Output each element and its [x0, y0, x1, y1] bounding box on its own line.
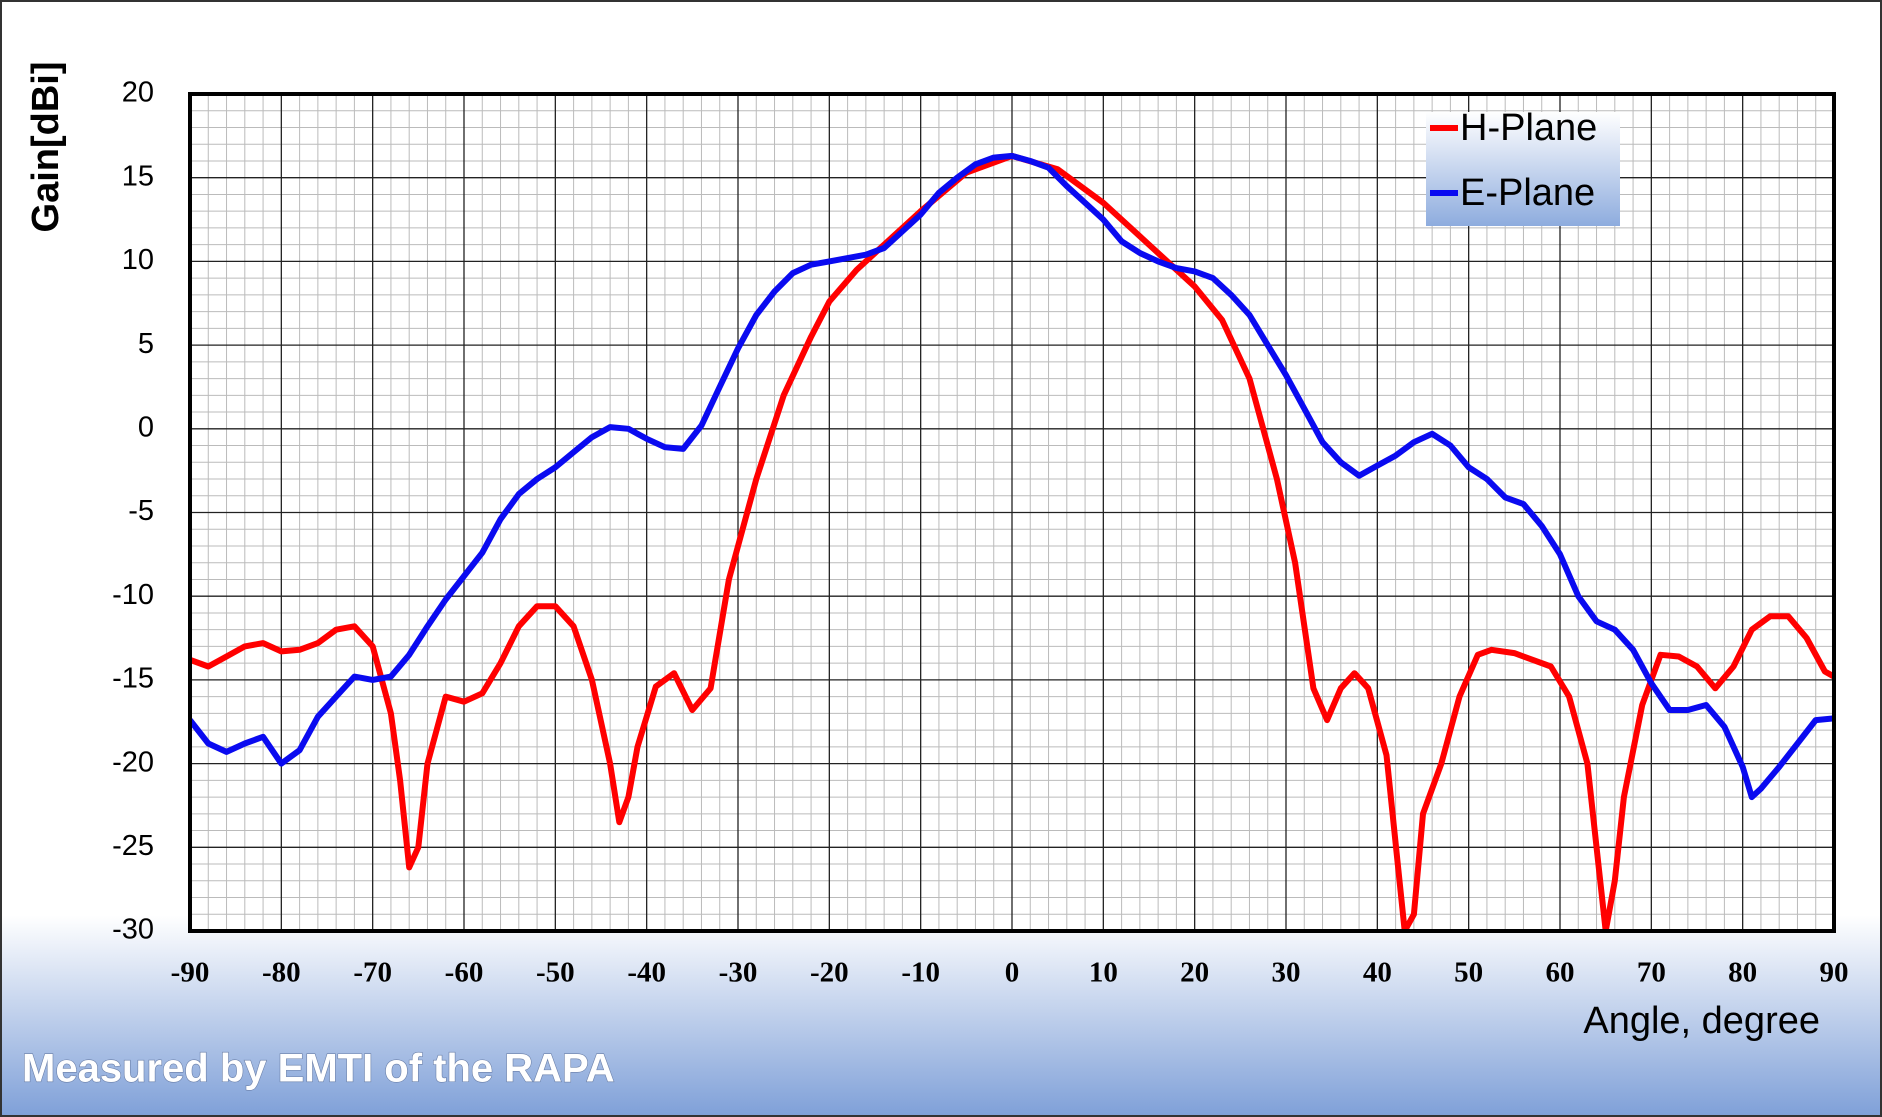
y-tick-label: -10 [112, 579, 154, 611]
lines [190, 152, 1834, 931]
x-axis-title: Angle, degree [1583, 1000, 1820, 1042]
legend-label: H-Plane [1460, 107, 1597, 149]
y-tick-label: 0 [138, 411, 154, 443]
y-tick-label: -5 [128, 495, 154, 527]
x-tick-label: -10 [901, 957, 940, 989]
x-tick-label: 10 [1089, 957, 1118, 989]
plot-frame [188, 92, 1836, 933]
y-tick-label: -25 [112, 830, 154, 862]
x-tick-label: -50 [536, 957, 575, 989]
x-tick-label: -20 [810, 957, 849, 989]
x-tick-label: 30 [1272, 957, 1301, 989]
x-tick-label: -30 [719, 957, 758, 989]
x-tick-label: -70 [353, 957, 392, 989]
x-tick-label: -40 [627, 957, 666, 989]
footer: Measured by EMTI of the RAPA [22, 1047, 615, 1091]
legend-label: E-Plane [1460, 172, 1595, 214]
y-tick-label: -30 [112, 914, 154, 946]
y-tick-label: 10 [122, 244, 154, 276]
legend-box [1426, 112, 1620, 226]
x-tick-label: -80 [262, 957, 301, 989]
y-tick-label: 15 [122, 160, 154, 192]
x-tick-label: 90 [1820, 957, 1849, 989]
y-tick-label: -20 [112, 746, 154, 778]
y-tick-label: 5 [138, 328, 154, 360]
x-tick-label: 50 [1454, 957, 1483, 989]
y-axis-title: Gain[dBi] [25, 62, 67, 233]
x-tick-label: 60 [1546, 957, 1575, 989]
y-tick-label: 20 [122, 77, 154, 109]
x-tick-label: 0 [1005, 957, 1020, 989]
x-tick-label: 20 [1180, 957, 1209, 989]
y-tick-label: -15 [112, 663, 154, 695]
legend: H-Plane E-Plane [1426, 107, 1620, 226]
x-tick-label: 80 [1728, 957, 1757, 989]
x-tick-label: 70 [1637, 957, 1666, 989]
x-tick-label: 40 [1363, 957, 1392, 989]
x-tick-label: -60 [445, 957, 484, 989]
series-line [190, 152, 1834, 801]
x-tick-label: -90 [171, 957, 210, 989]
